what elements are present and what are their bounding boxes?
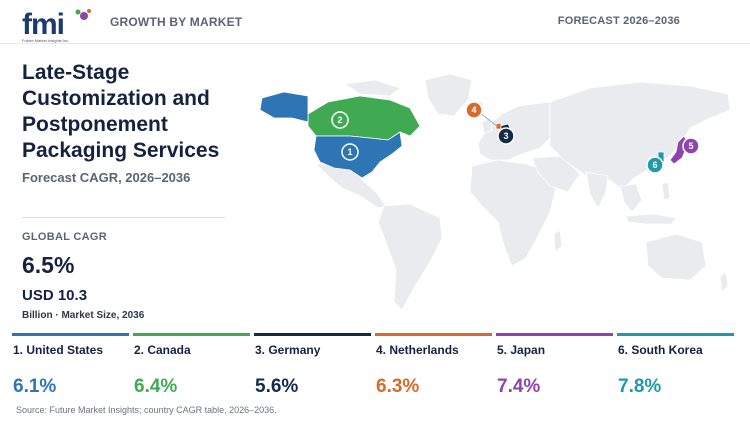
japan-marker: 5: [682, 137, 700, 155]
global-cagr-value: 6.5%: [22, 252, 75, 278]
netherlands-marker: 4: [465, 101, 483, 119]
greenland-shape: [424, 73, 473, 117]
country-cagr: 7.4%: [497, 376, 541, 397]
country-name: 6. South Korea: [618, 343, 703, 357]
svg-text:5: 5: [688, 141, 693, 151]
country-cagr: 6.1%: [13, 376, 57, 397]
southeast-asia-shape: [619, 183, 643, 213]
country-name: 5. Japan: [497, 343, 546, 357]
top-bar: fmi Future Market Insights Inc. GROWTH B…: [0, 0, 750, 44]
svg-text:2: 2: [337, 115, 342, 125]
south-korea-marker: 6: [646, 156, 664, 174]
market-size-value: USD 10.3: [22, 287, 88, 304]
uk-shape: [481, 117, 493, 135]
madagascar-shape: [553, 229, 563, 253]
canada-shape: [307, 95, 421, 141]
country-name: 3. Germany: [255, 343, 321, 357]
svg-text:3: 3: [503, 131, 508, 141]
country-cagr: 6.4%: [134, 376, 178, 397]
country-cagr: 7.8%: [618, 376, 662, 397]
svg-text:fmi: fmi: [22, 8, 64, 41]
philippines-shape: [661, 181, 671, 201]
country-card-canada: 2. Canada 6.4%: [133, 333, 250, 399]
country-card-germany: 3. Germany 5.6%: [254, 333, 371, 399]
netherlands-marker-leader: [479, 112, 498, 127]
asia-shape: [549, 81, 731, 191]
country-cagr: 5.6%: [255, 376, 299, 397]
forecast-period-label: FORECAST 2026–2036: [557, 15, 680, 27]
country-name: 1. United States: [13, 343, 104, 357]
africa-shape: [469, 159, 557, 267]
country-color-bar: [12, 333, 129, 336]
market-size-label: Billion · Market Size, 2036: [22, 310, 145, 321]
country-cagr-row: 1. United States 6.1% 2. Canada 6.4% 3. …: [12, 333, 737, 399]
country-color-bar: [133, 333, 250, 336]
country-card-south-korea: 6. South Korea 7.8%: [617, 333, 734, 399]
new-zealand-shape: [719, 271, 729, 293]
country-card-japan: 5. Japan 7.4%: [496, 333, 613, 399]
country-card-netherlands: 4. Netherlands 6.3%: [375, 333, 492, 399]
country-color-bar: [375, 333, 492, 336]
europe-shape: [477, 101, 551, 161]
growth-by-market-label: GROWTH BY MARKET: [110, 15, 243, 29]
global-cagr-label: GLOBAL CAGR: [22, 231, 107, 243]
page-subtitle: Forecast CAGR, 2026–2036: [22, 170, 191, 185]
south-america-shape: [377, 203, 443, 311]
arctic-islands-shape: [343, 79, 401, 97]
world-map: 1 2 3 4 5 6: [259, 73, 731, 311]
fmi-logo: fmi: [22, 8, 91, 41]
country-cagr: 6.3%: [376, 376, 420, 397]
brand-subtitle: Future Market Insights Inc.: [22, 38, 70, 43]
canada-marker: 2: [331, 111, 349, 129]
indonesia-shape: [625, 213, 677, 225]
source-note: Source: Future Market Insights; country …: [16, 405, 277, 415]
india-shape: [585, 171, 609, 209]
svg-text:6: 6: [652, 160, 657, 170]
svg-text:4: 4: [471, 105, 476, 115]
divider: [22, 217, 225, 218]
country-name: 2. Canada: [134, 343, 191, 357]
germany-marker: 3: [497, 127, 515, 145]
australia-shape: [645, 233, 707, 281]
page-title: Late-Stage Customization and Postponemen…: [22, 61, 220, 162]
country-card-united-states: 1. United States 6.1%: [12, 333, 129, 399]
country-color-bar: [254, 333, 371, 336]
country-name: 4. Netherlands: [376, 343, 459, 357]
united-states-marker: 1: [341, 143, 359, 161]
country-color-bar: [496, 333, 613, 336]
country-color-bar: [617, 333, 734, 336]
svg-text:1: 1: [347, 147, 352, 157]
alaska-shape: [259, 91, 309, 123]
